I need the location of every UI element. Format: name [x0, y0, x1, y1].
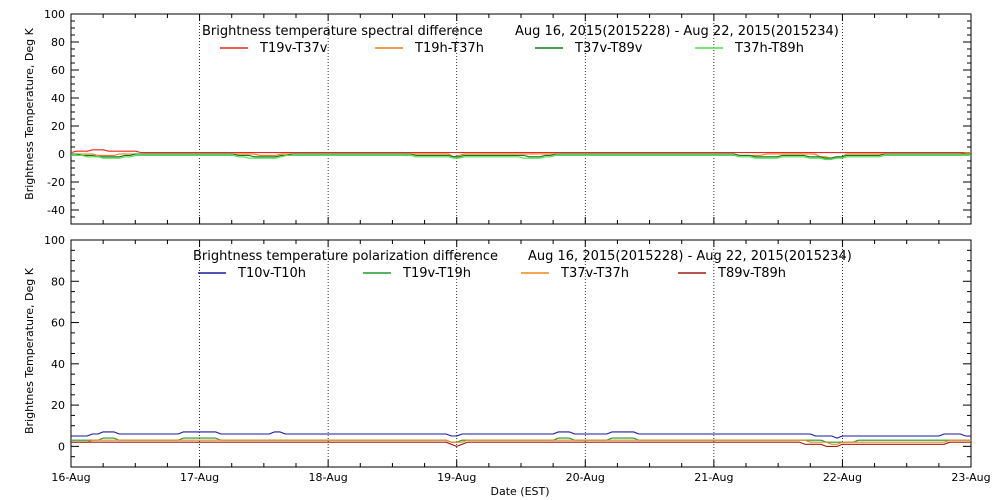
x-tick-label: 17-Aug [180, 471, 219, 484]
series-line [71, 439, 971, 445]
legend-label: T37v-T89v [574, 41, 643, 56]
spectral-difference-panel: Brightness temperature spectral differen… [23, 8, 972, 225]
x-tick-label: 16-Aug [51, 471, 90, 484]
panel-title: Brightness temperature polarization diff… [193, 249, 498, 264]
series-line [71, 441, 971, 447]
series-line [70, 149, 971, 154]
y-tick-label: 0 [58, 440, 65, 453]
y-axis-label: Brightness Temperature, Deg K [23, 27, 36, 199]
legend-label: T19v-T37v [259, 41, 328, 56]
y-tick-label: 0 [58, 148, 65, 161]
y-axis-label: Brightnes Temperature, Deg K [23, 267, 36, 434]
legend-label: T37v-T37h [560, 266, 629, 281]
y-tick-label: 80 [51, 36, 65, 49]
legend-label: T10v-T10h [237, 266, 306, 281]
series-line [71, 431, 971, 439]
plot-frame [70, 13, 972, 225]
y-tick-label: 100 [44, 8, 65, 21]
y-tick-label: 20 [51, 399, 65, 412]
panel-date-range: Aug 16, 2015(2015228) - Aug 22, 2015(201… [528, 249, 852, 264]
y-tick-label: 60 [51, 317, 65, 330]
y-tick-label: -20 [47, 176, 65, 189]
legend-label: T37h-T89h [734, 41, 804, 56]
x-tick-label: 22-Aug [823, 471, 862, 484]
legend-label: T89v-T89h [717, 266, 786, 281]
x-tick-label: 21-Aug [694, 471, 733, 484]
y-tick-label: 40 [51, 358, 65, 371]
legend-label: T19h-T37h [414, 41, 484, 56]
y-tick-label: -40 [47, 204, 65, 217]
series-line [71, 153, 971, 159]
x-axis-label: Date (EST) [490, 485, 549, 498]
y-tick-label: 60 [51, 64, 65, 77]
y-tick-label: 20 [51, 120, 65, 133]
y-tick-label: 40 [51, 92, 65, 105]
y-tick-label: 80 [51, 275, 65, 288]
panel-date-range: Aug 16, 2015(2015228) - Aug 22, 2015(201… [515, 24, 839, 39]
series-line [71, 154, 971, 161]
x-tick-label: 19-Aug [437, 471, 476, 484]
x-tick-label: 18-Aug [309, 471, 348, 484]
panel-title: Brightness temperature spectral differen… [202, 24, 483, 39]
x-tick-label: 23-Aug [951, 471, 990, 484]
plot-frame [70, 239, 972, 468]
polarization-difference-panel: Brightness temperature polarization diff… [23, 234, 991, 498]
legend-label: T19v-T19h [402, 266, 471, 281]
y-tick-label: 100 [44, 234, 65, 247]
x-tick-label: 20-Aug [566, 471, 605, 484]
